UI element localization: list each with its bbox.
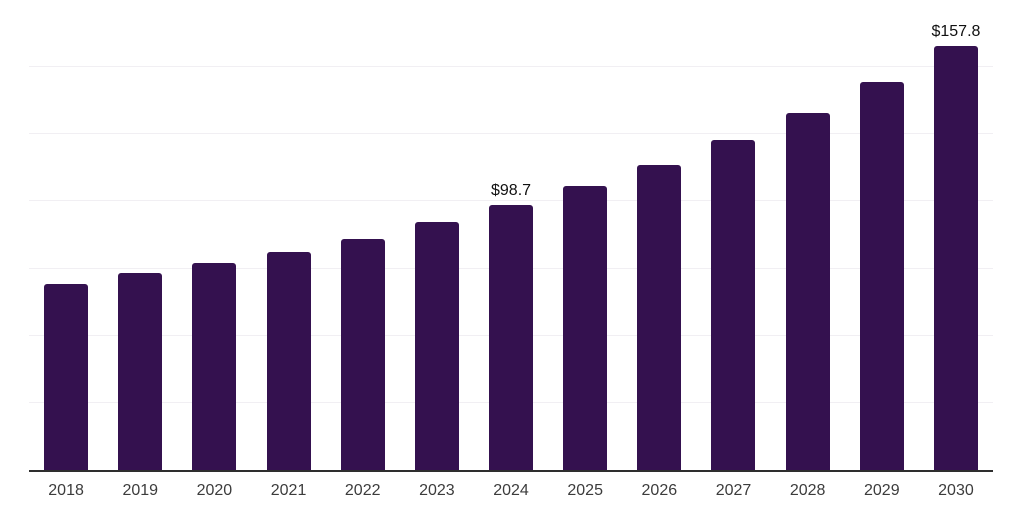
bar-column-2025 [548,0,622,470]
bar-2030 [933,46,978,470]
bar-column-2020 [177,0,251,470]
x-tick-2025: 2025 [567,482,603,499]
x-tick-2023: 2023 [419,482,455,499]
plot-area: $98.7 $157.8 [29,0,993,472]
bar-column-2029 [845,0,919,470]
bar-2021 [266,251,311,470]
bar-column-2019 [103,0,177,470]
bar-column-2018 [29,0,103,470]
data-label-2024: $98.7 [490,181,532,199]
bar-column-2024: $98.7 [474,0,548,470]
bar-2028 [785,112,830,470]
data-label-2030: $157.8 [931,23,981,41]
bar-2024 [489,204,534,470]
bar-2019 [118,273,163,470]
x-tick-2028: 2028 [789,482,826,499]
bar-column-2028 [771,0,845,470]
x-tick-2019: 2019 [122,482,159,499]
x-tick-2024: 2024 [493,482,529,499]
x-tick-2026: 2026 [641,482,678,499]
bar-column-2026 [622,0,696,470]
bar-column-2030: $157.8 [919,0,993,470]
x-axis-labels: 2018 2019 2020 2021 2022 2023 2024 2025 2026 2027… [29,481,993,501]
x-tick-2020: 2020 [196,482,233,499]
bar-column-2021 [251,0,325,470]
bar-column-2023 [400,0,474,470]
x-tick-2027: 2027 [715,482,752,499]
x-tick-2021: 2021 [270,482,307,499]
bar-column-2022 [326,0,400,470]
bar-2025 [563,186,608,470]
bar-2022 [340,238,385,470]
bar-2026 [637,164,682,470]
x-tick-2018: 2018 [48,482,84,499]
bar-column-2027 [696,0,770,470]
x-tick-2030: 2030 [938,482,974,499]
bar-2018 [44,283,89,470]
bar-2029 [859,81,904,470]
bar-2023 [414,222,459,470]
bar-2020 [192,262,237,470]
bar-2027 [711,139,756,470]
x-tick-2022: 2022 [344,482,381,499]
x-tick-2029: 2029 [864,482,900,499]
